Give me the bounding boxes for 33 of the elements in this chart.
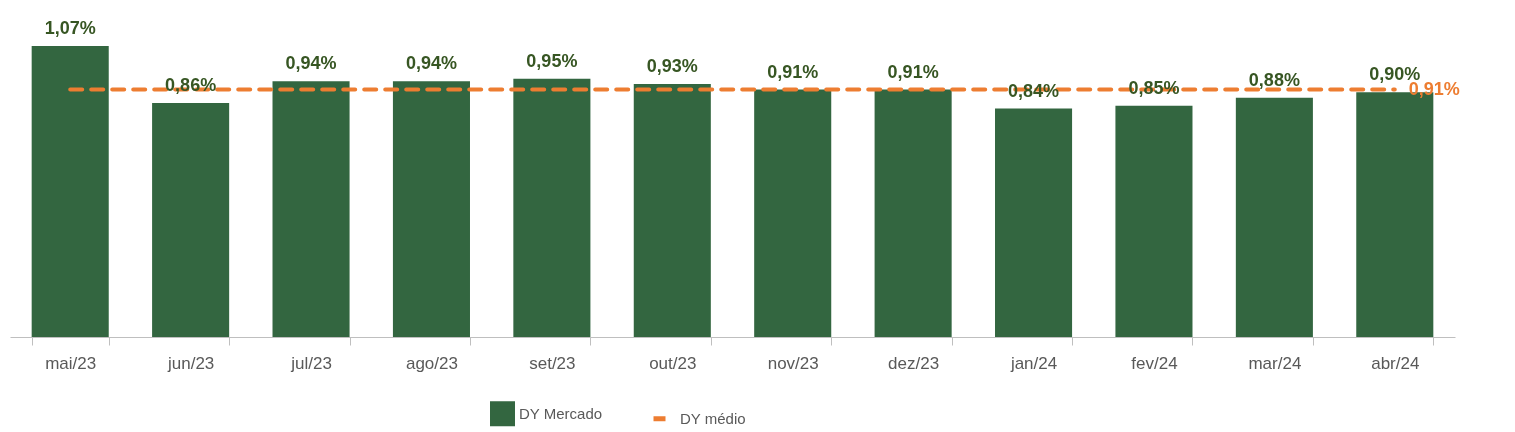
x-tick-label: jun/23 [166,353,215,373]
bar [754,89,832,337]
bar [272,81,350,337]
data-label: 0,91% [887,61,939,82]
data-label: 1,07% [44,18,96,38]
x-tick-label: dez/23 [888,353,940,373]
legend-label: DY Mercado [519,404,603,422]
x-tick-label: ago/23 [405,353,458,373]
data-label: 0,91% [767,61,819,82]
bar [152,103,230,337]
x-tick-label: jul/23 [290,353,332,373]
legend-label: DY médio [680,409,746,427]
bar [1235,97,1313,337]
x-tick-label: jan/24 [1009,353,1058,373]
x-tick-label: nov/23 [767,353,819,373]
x-tick-label: mar/24 [1248,353,1302,373]
bar [31,46,109,337]
x-tick-label: set/23 [529,353,576,373]
bar [392,81,470,337]
x-tick-label: fev/24 [1131,353,1178,373]
data-label: 0,94% [285,53,337,74]
bar [995,108,1073,337]
x-tick-label: mai/23 [45,353,97,373]
data-label: 0,94% [405,53,457,74]
bar [513,78,591,337]
data-label: 0,93% [646,56,698,77]
x-tick-label: out/23 [649,353,697,373]
bar [633,84,711,337]
data-label: 0,95% [526,50,578,71]
bar [874,89,952,337]
bar [1115,105,1193,337]
x-tick-label: abr/24 [1371,353,1420,373]
data-label: 0,88% [1248,69,1300,90]
